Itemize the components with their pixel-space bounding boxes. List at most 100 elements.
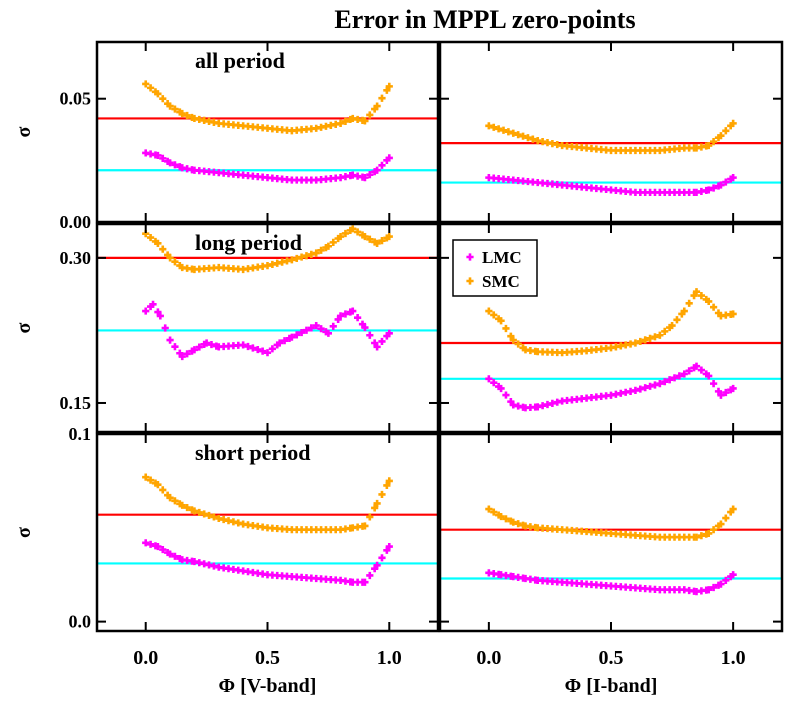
smc-point xyxy=(490,508,498,516)
smc-point xyxy=(378,94,386,102)
lmc-point xyxy=(142,539,150,547)
lmc-point xyxy=(685,367,693,375)
lmc-point xyxy=(722,576,730,584)
smc-point xyxy=(154,239,162,247)
lmc-point xyxy=(710,184,718,192)
smc-point xyxy=(717,132,725,140)
legend-box xyxy=(452,239,538,297)
smc-point xyxy=(195,508,203,517)
smc-point xyxy=(159,245,167,253)
smc-point xyxy=(685,299,693,307)
lmc-point xyxy=(239,341,247,349)
smc-point xyxy=(697,532,705,540)
lmc-point xyxy=(631,386,640,394)
smc-point xyxy=(661,327,669,335)
lmc-point xyxy=(288,333,296,341)
lmc-point xyxy=(254,345,262,354)
smc-point xyxy=(361,522,369,530)
lmc-point xyxy=(154,151,162,160)
lmc-point xyxy=(249,344,257,352)
series-lmc xyxy=(142,149,393,184)
lmc-point xyxy=(298,328,306,337)
smc-point xyxy=(378,237,386,245)
lmc-point xyxy=(354,314,362,322)
lmc-point xyxy=(307,324,315,332)
series-smc xyxy=(485,119,737,155)
x-tick-label: 0.5 xyxy=(599,647,624,669)
lmc-point xyxy=(378,554,386,562)
smc-point xyxy=(298,253,306,261)
lmc-point xyxy=(383,546,391,554)
legend-label-lmc: LMC xyxy=(482,248,522,267)
smc-point xyxy=(631,339,640,347)
lmc-point xyxy=(349,307,357,315)
smc-point xyxy=(690,291,698,300)
smc-point xyxy=(378,490,386,499)
lmc-point xyxy=(371,339,379,347)
smc-point xyxy=(171,258,179,266)
lmc-point xyxy=(259,347,267,355)
x-tick-label: 1.0 xyxy=(377,647,402,669)
x-axis-label: Φ [I-band] xyxy=(565,675,658,697)
lmc-point xyxy=(203,339,211,347)
y-tick-label: 0.0 xyxy=(69,612,92,632)
series-lmc xyxy=(485,569,737,596)
smc-point xyxy=(341,229,350,238)
lmc-point xyxy=(705,372,713,380)
y-tick-label: 0.00 xyxy=(60,212,92,232)
smc-point xyxy=(651,333,659,341)
panel-label: long period xyxy=(195,230,302,255)
lmc-point xyxy=(378,161,386,169)
smc-point xyxy=(717,520,725,528)
smc-point xyxy=(710,303,718,311)
chart-title: Error in MPPL zero-points xyxy=(334,5,635,34)
smc-point xyxy=(705,297,713,305)
smc-point xyxy=(288,256,296,264)
smc-point xyxy=(705,141,713,150)
lmc-point xyxy=(171,161,179,169)
smc-point xyxy=(636,337,644,346)
smc-point xyxy=(385,82,393,90)
lmc-point xyxy=(729,384,737,393)
smc-point xyxy=(729,119,737,127)
smc-point xyxy=(366,235,374,243)
y-axis-label: σ xyxy=(13,322,35,333)
smc-point xyxy=(656,331,664,339)
smc-point xyxy=(317,246,325,254)
lmc-point xyxy=(385,542,393,551)
lmc-point xyxy=(717,391,725,399)
smc-point xyxy=(154,481,162,489)
x-tick-label: 1.0 xyxy=(721,647,746,669)
lmc-point xyxy=(705,186,713,194)
smc-point xyxy=(668,321,676,330)
x-tick-label: 0.0 xyxy=(476,647,501,669)
lmc-point xyxy=(366,171,374,179)
smc-point xyxy=(729,505,737,513)
lmc-point xyxy=(373,166,381,174)
smc-point xyxy=(166,254,174,262)
lmc-point xyxy=(670,374,679,382)
lmc-point xyxy=(373,561,381,569)
smc-point xyxy=(349,225,357,233)
lmc-point xyxy=(710,380,718,388)
lmc-point xyxy=(195,343,203,351)
lmc-point xyxy=(710,583,718,592)
series-lmc xyxy=(485,174,737,197)
lmc-point xyxy=(646,382,654,390)
smc-point xyxy=(336,119,345,127)
smc-point xyxy=(293,254,301,263)
smc-point xyxy=(509,129,517,137)
smc-point xyxy=(710,526,718,534)
smc-point xyxy=(366,111,374,119)
smc-point xyxy=(324,242,332,250)
y-tick-label: 0.1 xyxy=(69,424,92,444)
smc-point xyxy=(361,232,369,241)
series-lmc xyxy=(485,362,737,412)
lmc-point xyxy=(336,312,345,320)
smc-point xyxy=(497,512,505,521)
lmc-point xyxy=(661,378,669,386)
lmc-point xyxy=(276,339,284,347)
lmc-point xyxy=(722,178,730,186)
smc-point xyxy=(680,307,688,315)
